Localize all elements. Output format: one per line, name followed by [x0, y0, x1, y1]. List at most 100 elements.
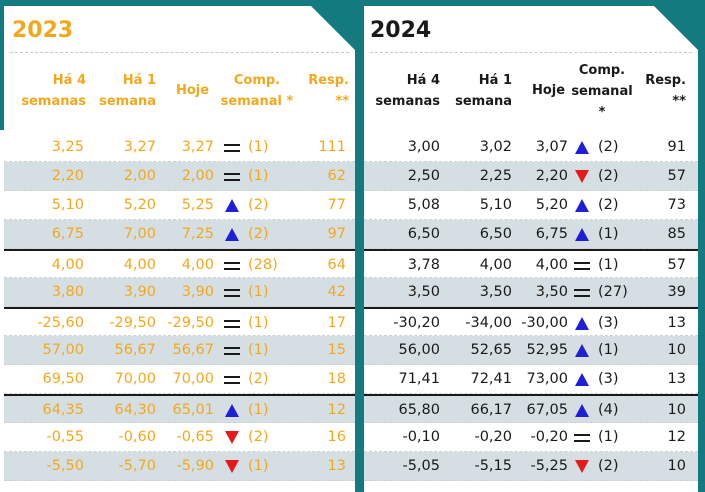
weekly-comparison-count: (1): [248, 284, 269, 300]
responses-count: 85: [667, 226, 686, 242]
value-1-week-ago: 5,10: [479, 197, 512, 213]
weekly-comparison-count: (2): [248, 226, 269, 242]
weekly-comparison-count: (2): [598, 139, 619, 155]
responses-count: 111: [318, 139, 346, 155]
table-row: 56,00 52,65 52,95 (1) 10: [364, 336, 698, 365]
weekly-comparison-count: (27): [598, 284, 628, 300]
triangle-up-icon: [575, 404, 589, 417]
weekly-comparison-count: (1): [248, 458, 269, 474]
value-4-weeks-ago: 3,80: [51, 284, 84, 300]
table-2024: 2024 Há 4 semanas Há 1 semana Hoje Comp.…: [364, 6, 698, 486]
table-row: 3,78 4,00 4,00 (1) 57: [364, 249, 698, 278]
row-divider: [364, 161, 698, 162]
header-divider: [370, 52, 692, 53]
value-1-week-ago: -0,60: [118, 429, 156, 445]
year-title-2023: 2023: [12, 18, 74, 43]
row-divider: [364, 219, 698, 220]
triangle-down-icon: [225, 431, 239, 444]
value-today: -0,65: [176, 429, 214, 445]
equals-icon: [224, 288, 240, 297]
row-divider: [364, 480, 698, 481]
col-header-weekly-comp: Comp. semanal *: [220, 73, 294, 109]
value-today: -30,00: [521, 315, 568, 331]
trend-indicator: [220, 309, 244, 338]
weekly-comparison-count: (3): [598, 371, 619, 387]
value-today: 3,07: [535, 139, 568, 155]
value-1-week-ago: 56,67: [114, 342, 156, 358]
table-row: 3,00 3,02 3,07 (2) 91: [364, 133, 698, 162]
value-today: 4,00: [535, 257, 568, 273]
responses-count: 73: [667, 197, 686, 213]
value-4-weeks-ago: 71,41: [398, 371, 440, 387]
triangle-up-icon: [575, 317, 589, 330]
trend-indicator: [570, 309, 594, 338]
table-row: 64,35 64,30 65,01 (1) 12: [4, 394, 355, 423]
table-row: 2,50 2,25 2,20 (2) 57: [364, 162, 698, 191]
value-4-weeks-ago: -5,50: [46, 458, 84, 474]
value-today: 7,25: [181, 226, 214, 242]
value-today: 6,75: [535, 226, 568, 242]
weekly-comparison-count: (1): [598, 342, 619, 358]
row-divider: [4, 480, 355, 481]
value-today: -5,25: [530, 458, 568, 474]
row-divider: [4, 161, 355, 162]
triangle-down-icon: [575, 170, 589, 183]
responses-count: 15: [327, 342, 346, 358]
row-divider: [364, 277, 698, 278]
value-4-weeks-ago: 65,80: [398, 402, 440, 418]
value-1-week-ago: 3,90: [123, 284, 156, 300]
value-4-weeks-ago: 6,50: [407, 226, 440, 242]
weekly-comparison-count: (1): [598, 226, 619, 242]
value-today: 65,01: [172, 402, 214, 418]
triangle-up-icon: [575, 141, 589, 154]
trend-indicator: [220, 396, 244, 425]
value-today: 5,25: [181, 197, 214, 213]
value-1-week-ago: 5,20: [123, 197, 156, 213]
table-row: 6,75 7,00 7,25 (2) 97: [4, 220, 355, 249]
triangle-up-icon: [225, 228, 239, 241]
row-divider: [364, 335, 698, 336]
trend-indicator: [570, 452, 594, 481]
triangle-up-icon: [575, 199, 589, 212]
row-divider: [4, 335, 355, 336]
value-1-week-ago: -0,20: [474, 429, 512, 445]
equals-icon: [224, 346, 240, 355]
value-4-weeks-ago: 69,50: [42, 371, 84, 387]
value-1-week-ago: -34,00: [465, 315, 512, 331]
value-today: 4,00: [181, 257, 214, 273]
triangle-up-icon: [225, 199, 239, 212]
responses-count: 17: [327, 315, 346, 331]
value-4-weeks-ago: 3,25: [51, 139, 84, 155]
row-divider: [4, 248, 355, 249]
value-1-week-ago: -29,50: [109, 315, 156, 331]
equals-icon: [574, 288, 590, 297]
value-4-weeks-ago: 56,00: [398, 342, 440, 358]
trend-indicator: [220, 452, 244, 481]
responses-count: 13: [667, 371, 686, 387]
table-row: -5,05 -5,15 -5,25 (2) 10: [364, 452, 698, 481]
value-4-weeks-ago: -25,60: [37, 315, 84, 331]
trend-indicator: [220, 220, 244, 249]
value-today: 56,67: [172, 342, 214, 358]
value-1-week-ago: 6,50: [479, 226, 512, 242]
value-1-week-ago: 4,00: [479, 257, 512, 273]
col-header-weekly-comp: Comp. semanal *: [571, 63, 633, 120]
header-divider: [10, 52, 349, 53]
table-row: -30,20 -34,00 -30,00 (3) 13: [364, 307, 698, 336]
table-row: 3,50 3,50 3,50 (27) 39: [364, 278, 698, 307]
trend-indicator: [570, 423, 594, 452]
col-header-today: Hoje: [532, 83, 566, 98]
triangle-up-icon: [225, 404, 239, 417]
table-row: 2,20 2,00 2,00 (1) 62: [4, 162, 355, 191]
col-header-1-week: Há 1 semana: [99, 73, 156, 109]
value-4-weeks-ago: 6,75: [51, 226, 84, 242]
value-4-weeks-ago: 2,50: [407, 168, 440, 184]
value-today: 5,20: [535, 197, 568, 213]
table-row: 57,00 56,67 56,67 (1) 15: [4, 336, 355, 365]
triangle-down-icon: [225, 460, 239, 473]
equals-icon: [224, 143, 240, 152]
triangle-up-icon: [575, 373, 589, 386]
corner-fold: [311, 6, 355, 50]
year-title-2024: 2024: [370, 18, 432, 43]
value-4-weeks-ago: 3,78: [407, 257, 440, 273]
